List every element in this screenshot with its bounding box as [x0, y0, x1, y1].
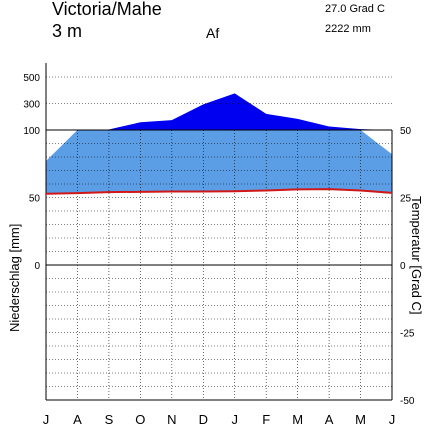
station-elevation: 3 m — [52, 21, 83, 41]
temperature-line — [45, 188, 393, 195]
precip-tick-label: 500 — [23, 73, 40, 84]
temp-tick-label: 0 — [400, 261, 406, 272]
month-label: F — [262, 412, 270, 427]
month-label: D — [199, 412, 208, 427]
month-label: N — [167, 412, 176, 427]
chart-axes — [45, 63, 393, 401]
excess-precipitation-area — [46, 93, 392, 130]
month-label: O — [135, 412, 145, 427]
precipitation-areas — [46, 93, 392, 194]
temp-tick-label: -50 — [400, 396, 415, 407]
temp-tick-label: 25 — [400, 194, 412, 205]
mean-temperature: 27.0 Grad C — [325, 3, 385, 15]
temp-tick-label: -25 — [400, 329, 415, 340]
precip-tick-label: 0 — [34, 261, 40, 272]
y-axis-label-left: Niederschlag [mm] — [7, 223, 22, 332]
month-label: A — [73, 412, 82, 427]
precip-tick-label: 300 — [23, 100, 40, 111]
month-label: J — [389, 412, 396, 427]
precip-tick-label: 50 — [29, 194, 41, 205]
month-label: J — [231, 412, 238, 427]
month-label: M — [292, 412, 303, 427]
month-label: J — [43, 412, 50, 427]
precip-tick-label: 100 — [23, 126, 40, 137]
month-label: M — [355, 412, 366, 427]
y-axis-label-right: Temperatur [Grad C] — [409, 196, 424, 315]
annual-precipitation: 2222 mm — [325, 23, 371, 35]
humid-area — [46, 130, 392, 194]
station-name: Victoria/Mahe — [52, 0, 162, 19]
climate-class: Af — [206, 25, 220, 41]
month-label: S — [105, 412, 114, 427]
temperature-curve — [45, 188, 393, 195]
temp-tick-label: 50 — [400, 126, 412, 137]
chart-grid — [46, 76, 392, 401]
month-label: A — [325, 412, 334, 427]
